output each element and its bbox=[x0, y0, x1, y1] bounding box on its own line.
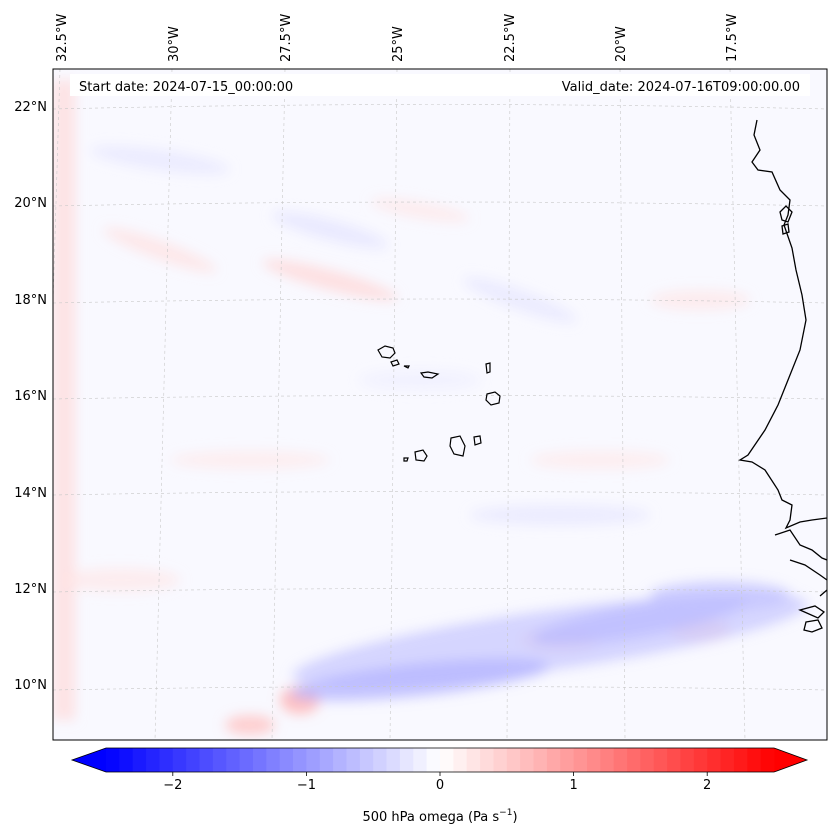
lat-label-16n: 16°N bbox=[14, 389, 47, 404]
colorbar-segment bbox=[680, 748, 695, 772]
colorbar-segment bbox=[560, 748, 575, 772]
colorbar-extend-min bbox=[72, 748, 106, 772]
colorbar-segment bbox=[426, 748, 441, 772]
cape-verde-islands bbox=[377, 345, 501, 462]
colorbar-segment bbox=[733, 748, 748, 772]
lat-label-10n: 10°N bbox=[14, 678, 47, 693]
colorbar-segment bbox=[373, 748, 388, 772]
colorbar-segment bbox=[333, 748, 347, 772]
map-frame bbox=[52, 68, 828, 741]
lon-label-20w: 20°W bbox=[614, 26, 629, 62]
colorbar-tick-label: 2 bbox=[703, 778, 711, 793]
colorbar-segment bbox=[506, 748, 521, 772]
colorbar-segment bbox=[586, 748, 601, 772]
colorbar-segment bbox=[132, 748, 147, 772]
colorbar-segment bbox=[720, 748, 735, 772]
colorbar-tick-label: 1 bbox=[569, 778, 577, 793]
colorbar-segment bbox=[493, 748, 508, 772]
colorbar-segment bbox=[119, 748, 134, 772]
date-label-strip bbox=[70, 74, 810, 96]
colorbar-segment bbox=[466, 748, 481, 772]
longitude-labels: 32.5°W 30°W 27.5°W 25°W 22.5°W 20°W 17.5… bbox=[55, 14, 740, 62]
colorbar-segment bbox=[600, 748, 615, 772]
colorbar-tick-label: 0 bbox=[436, 778, 444, 793]
colorbar-extend-max bbox=[774, 748, 807, 772]
colorbar-segment bbox=[266, 748, 281, 772]
colorbar-segment bbox=[306, 748, 321, 772]
colorbar-label-main: 500 hPa omega (Pa s bbox=[362, 810, 499, 825]
colorbar: −2 −1 0 1 2 500 hPa omega (Pa s−1) bbox=[70, 747, 809, 825]
start-date-label: Start date: 2024-07-15_00:00:00 bbox=[79, 80, 293, 95]
colorbar-segment bbox=[667, 748, 681, 772]
colorbar-outline bbox=[70, 747, 809, 773]
colorbar-label-sup: −1 bbox=[499, 808, 512, 818]
latitude-labels: 22°N 20°N 18°N 16°N 14°N 12°N 10°N bbox=[14, 100, 47, 693]
colorbar-label-end: ) bbox=[512, 810, 517, 825]
colorbar-tick-label: −2 bbox=[163, 778, 182, 793]
graticule bbox=[53, 69, 827, 740]
valid-date-label: Valid_date: 2024-07-16T09:00:00.00 bbox=[562, 80, 800, 95]
colorbar-segment bbox=[533, 748, 548, 772]
colorbar-segment bbox=[279, 748, 294, 772]
colorbar-segment bbox=[252, 748, 267, 772]
colorbar-segment bbox=[359, 748, 374, 772]
colorbar-segment bbox=[212, 748, 227, 772]
colorbar-segment bbox=[106, 748, 120, 772]
colorbar-tick-label: −1 bbox=[297, 778, 316, 793]
lat-label-18n: 18°N bbox=[14, 293, 47, 308]
africa-coastline bbox=[738, 119, 827, 633]
map-panel: Start date: 2024-07-15_00:00:00 Valid_da… bbox=[52, 68, 828, 741]
colorbar-segment bbox=[520, 748, 535, 772]
colorbar-segment bbox=[613, 748, 628, 772]
colorbar-segment bbox=[480, 748, 494, 772]
colorbar-segment bbox=[146, 748, 160, 772]
colorbar-segment bbox=[346, 748, 361, 772]
lat-label-12n: 12°N bbox=[14, 582, 47, 597]
colorbar-segment bbox=[760, 748, 775, 772]
lon-label-30w: 30°W bbox=[167, 26, 182, 62]
colorbar-segment bbox=[172, 748, 187, 772]
colorbar-segment bbox=[653, 748, 668, 772]
lat-label-22n: 22°N bbox=[14, 100, 47, 115]
colorbar-label: 500 hPa omega (Pa s−1) bbox=[362, 808, 517, 825]
colorbar-segment bbox=[226, 748, 241, 772]
lon-label-22-5w: 22.5°W bbox=[503, 14, 518, 62]
lat-label-20n: 20°N bbox=[14, 196, 47, 211]
lat-label-14n: 14°N bbox=[14, 486, 47, 501]
colorbar-segment bbox=[453, 748, 468, 772]
colorbar-segment bbox=[186, 748, 201, 772]
omega-field bbox=[53, 80, 808, 735]
colorbar-segment bbox=[693, 748, 708, 772]
lon-label-32-5w: 32.5°W bbox=[55, 14, 70, 62]
lon-label-25w: 25°W bbox=[391, 26, 406, 62]
colorbar-segment bbox=[546, 748, 561, 772]
colorbar-segment bbox=[640, 748, 655, 772]
colorbar-segment bbox=[199, 748, 214, 772]
colorbar-segment bbox=[159, 748, 174, 772]
lon-label-27-5w: 27.5°W bbox=[279, 14, 294, 62]
colorbar-segment bbox=[413, 748, 428, 772]
colorbar-segment bbox=[239, 748, 254, 772]
colorbar-segment bbox=[293, 748, 307, 772]
colorbar-segments bbox=[72, 748, 807, 772]
colorbar-segment bbox=[440, 748, 454, 772]
colorbar-segment bbox=[627, 748, 641, 772]
colorbar-segment bbox=[573, 748, 588, 772]
colorbar-segment bbox=[707, 748, 722, 772]
colorbar-segment bbox=[747, 748, 762, 772]
colorbar-ticks: −2 −1 0 1 2 bbox=[163, 772, 711, 793]
lon-label-17-5w: 17.5°W bbox=[725, 14, 740, 62]
colorbar-segment bbox=[319, 748, 334, 772]
colorbar-segment bbox=[399, 748, 414, 772]
colorbar-segment bbox=[386, 748, 401, 772]
